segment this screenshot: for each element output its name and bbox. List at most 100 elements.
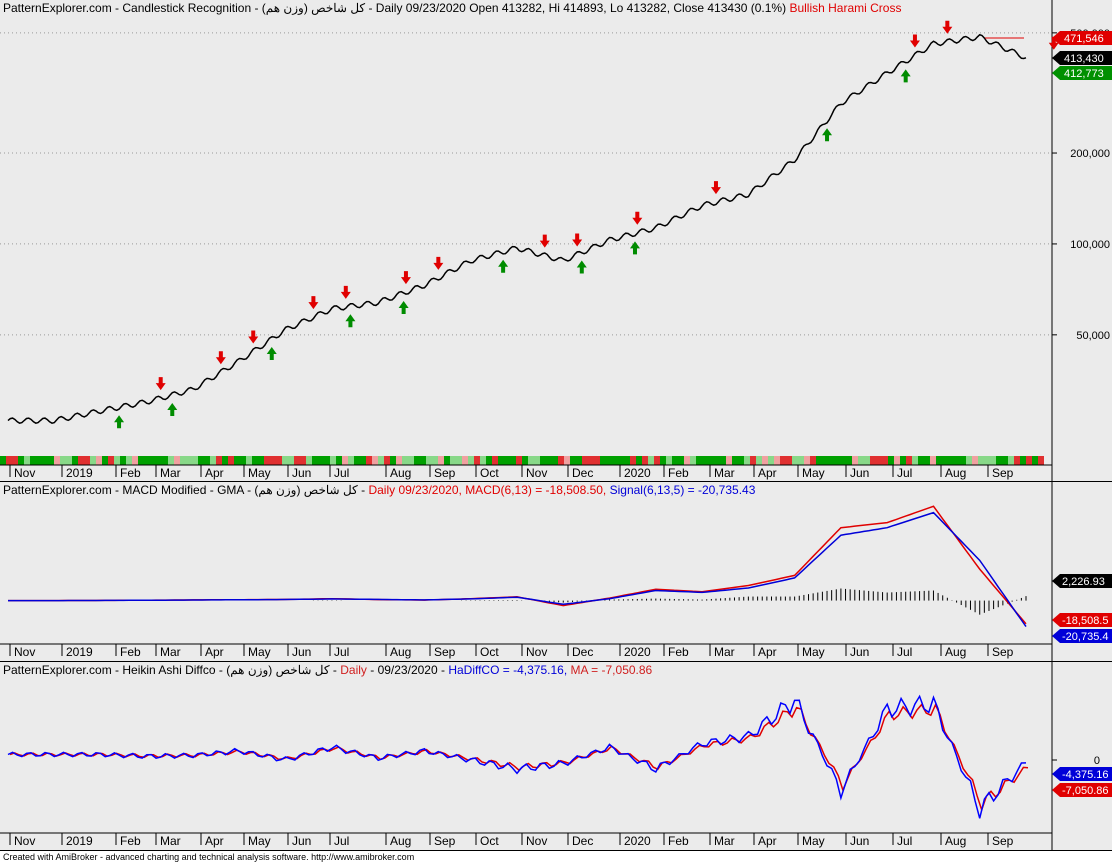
strip-cell xyxy=(696,456,702,465)
strip-cell xyxy=(588,456,594,465)
strip-cell xyxy=(282,456,288,465)
strip-cell xyxy=(174,456,180,465)
down-arrow xyxy=(155,377,166,391)
hist-badge: 2,226.93 xyxy=(1052,574,1112,588)
strip-cell xyxy=(504,456,510,465)
strip-cell xyxy=(996,456,1002,465)
x-tick-label: Aug xyxy=(945,645,966,659)
strip-cell xyxy=(552,456,558,465)
strip-cell xyxy=(450,456,456,465)
heikin-header-hadiff: HaDiffCO = -4,375.16, xyxy=(448,663,568,677)
strip-cell xyxy=(348,456,354,465)
x-tick-label: Nov xyxy=(14,834,35,848)
x-tick-label: May xyxy=(248,645,271,659)
strip-cell xyxy=(882,456,888,465)
strip-cell xyxy=(300,456,306,465)
low-badge-text: 412,773 xyxy=(1064,68,1104,80)
down-arrow xyxy=(248,330,259,344)
strip-cell xyxy=(720,456,726,465)
strip-cell xyxy=(42,456,48,465)
hama-badge: -7,050.86 xyxy=(1052,783,1112,797)
x-tick-label: Jun xyxy=(850,645,869,659)
x-tick-label: Feb xyxy=(668,834,689,848)
x-tick-label: Aug xyxy=(390,834,411,848)
price-chart[interactable]: Nov 2019 Feb Mar Apr May Jun Jul Aug Sep Oct Nov Dec… xyxy=(0,0,1112,481)
strip-cell xyxy=(792,456,798,465)
price-header-text: PatternExplorer.com - Candlestick Recogn… xyxy=(3,1,787,15)
strip-cell xyxy=(96,456,102,465)
x-tick-label: Feb xyxy=(668,645,689,659)
macd-chart[interactable]: Nov 2019 Feb Mar Apr May Jun Jul Aug Sep Oct Nov Dec… xyxy=(0,482,1112,661)
strip-cell xyxy=(24,456,30,465)
strip-cell xyxy=(468,456,474,465)
up-arrow xyxy=(345,314,356,328)
strip-cell xyxy=(708,456,714,465)
down-arrow xyxy=(572,233,583,247)
strip-cell xyxy=(648,456,654,465)
strip-cell xyxy=(72,456,78,465)
signal-badge-text: -20,735.4 xyxy=(1062,631,1108,643)
up-arrow xyxy=(822,128,833,142)
price-pane[interactable]: Nov 2019 Feb Mar Apr May Jun Jul Aug Sep Oct Nov Dec… xyxy=(0,0,1112,481)
strip-cell xyxy=(246,456,252,465)
strip-cell xyxy=(690,456,696,465)
footer-credit: Created with AmiBroker - advanced charti… xyxy=(3,852,415,862)
up-arrow xyxy=(900,69,911,83)
x-tick-label: 2020 xyxy=(624,834,651,848)
strip-cell xyxy=(948,456,954,465)
down-arrow xyxy=(400,271,411,285)
strip-cell xyxy=(438,456,444,465)
strip-cell xyxy=(252,456,258,465)
x-axis: Nov 2019 Feb Mar Apr May Jun Jul Aug Sep Oct Nov Dec… xyxy=(0,464,1052,480)
close-badge-text: 413,430 xyxy=(1064,53,1104,65)
heikin-pane[interactable]: 0 Nov 2019 Feb Mar Apr May Jun Jul Aug Sep Oct Nov D… xyxy=(0,662,1112,850)
x-tick-label: Mar xyxy=(160,466,181,480)
x-tick-label: May xyxy=(802,645,825,659)
strip-cell xyxy=(534,456,540,465)
strip-cell xyxy=(258,456,264,465)
strip-cell xyxy=(924,456,930,465)
strip-cell xyxy=(144,456,150,465)
strip-cell xyxy=(18,456,24,465)
strip-cell xyxy=(378,456,384,465)
strip-cell xyxy=(156,456,162,465)
strip-cell xyxy=(36,456,42,465)
strip-cell xyxy=(660,456,666,465)
strip-cell xyxy=(138,456,144,465)
strip-cell xyxy=(900,456,906,465)
x-tick-label: May xyxy=(248,466,271,480)
strip-cell xyxy=(354,456,360,465)
x-tick-label: Nov xyxy=(14,466,35,480)
macd-pane[interactable]: Nov 2019 Feb Mar Apr May Jun Jul Aug Sep Oct Nov Dec… xyxy=(0,482,1112,661)
strip-cell xyxy=(564,456,570,465)
strip-cell xyxy=(888,456,894,465)
strip-cell xyxy=(330,456,336,465)
x-tick-label: Jul xyxy=(897,834,912,848)
strip-cell xyxy=(168,456,174,465)
strip-cell xyxy=(228,456,234,465)
up-arrow xyxy=(576,260,587,274)
x-tick-label: Sep xyxy=(434,466,456,480)
x-tick-label: Mar xyxy=(714,645,735,659)
strip-cell xyxy=(108,456,114,465)
strip-cell xyxy=(714,456,720,465)
x-tick-label: Oct xyxy=(480,645,499,659)
strip-cell xyxy=(576,456,582,465)
strip-cell xyxy=(750,456,756,465)
up-arrow xyxy=(266,347,277,361)
strip-cell xyxy=(738,456,744,465)
x-tick-label: Nov xyxy=(14,645,35,659)
strip-cell xyxy=(216,456,222,465)
strip-cell xyxy=(918,456,924,465)
strip-cell xyxy=(78,456,84,465)
down-arrow xyxy=(433,256,444,270)
strip-cell xyxy=(906,456,912,465)
strip-cell xyxy=(966,456,972,465)
strip-cell xyxy=(306,456,312,465)
heikin-chart[interactable]: 0 Nov 2019 Feb Mar Apr May Jun Jul Aug Sep Oct Nov D… xyxy=(0,662,1112,850)
strip-cell xyxy=(558,456,564,465)
up-arrow xyxy=(114,415,125,429)
x-tick-label: Jun xyxy=(850,466,869,480)
x-tick-label: Mar xyxy=(160,645,181,659)
strip-cell xyxy=(942,456,948,465)
